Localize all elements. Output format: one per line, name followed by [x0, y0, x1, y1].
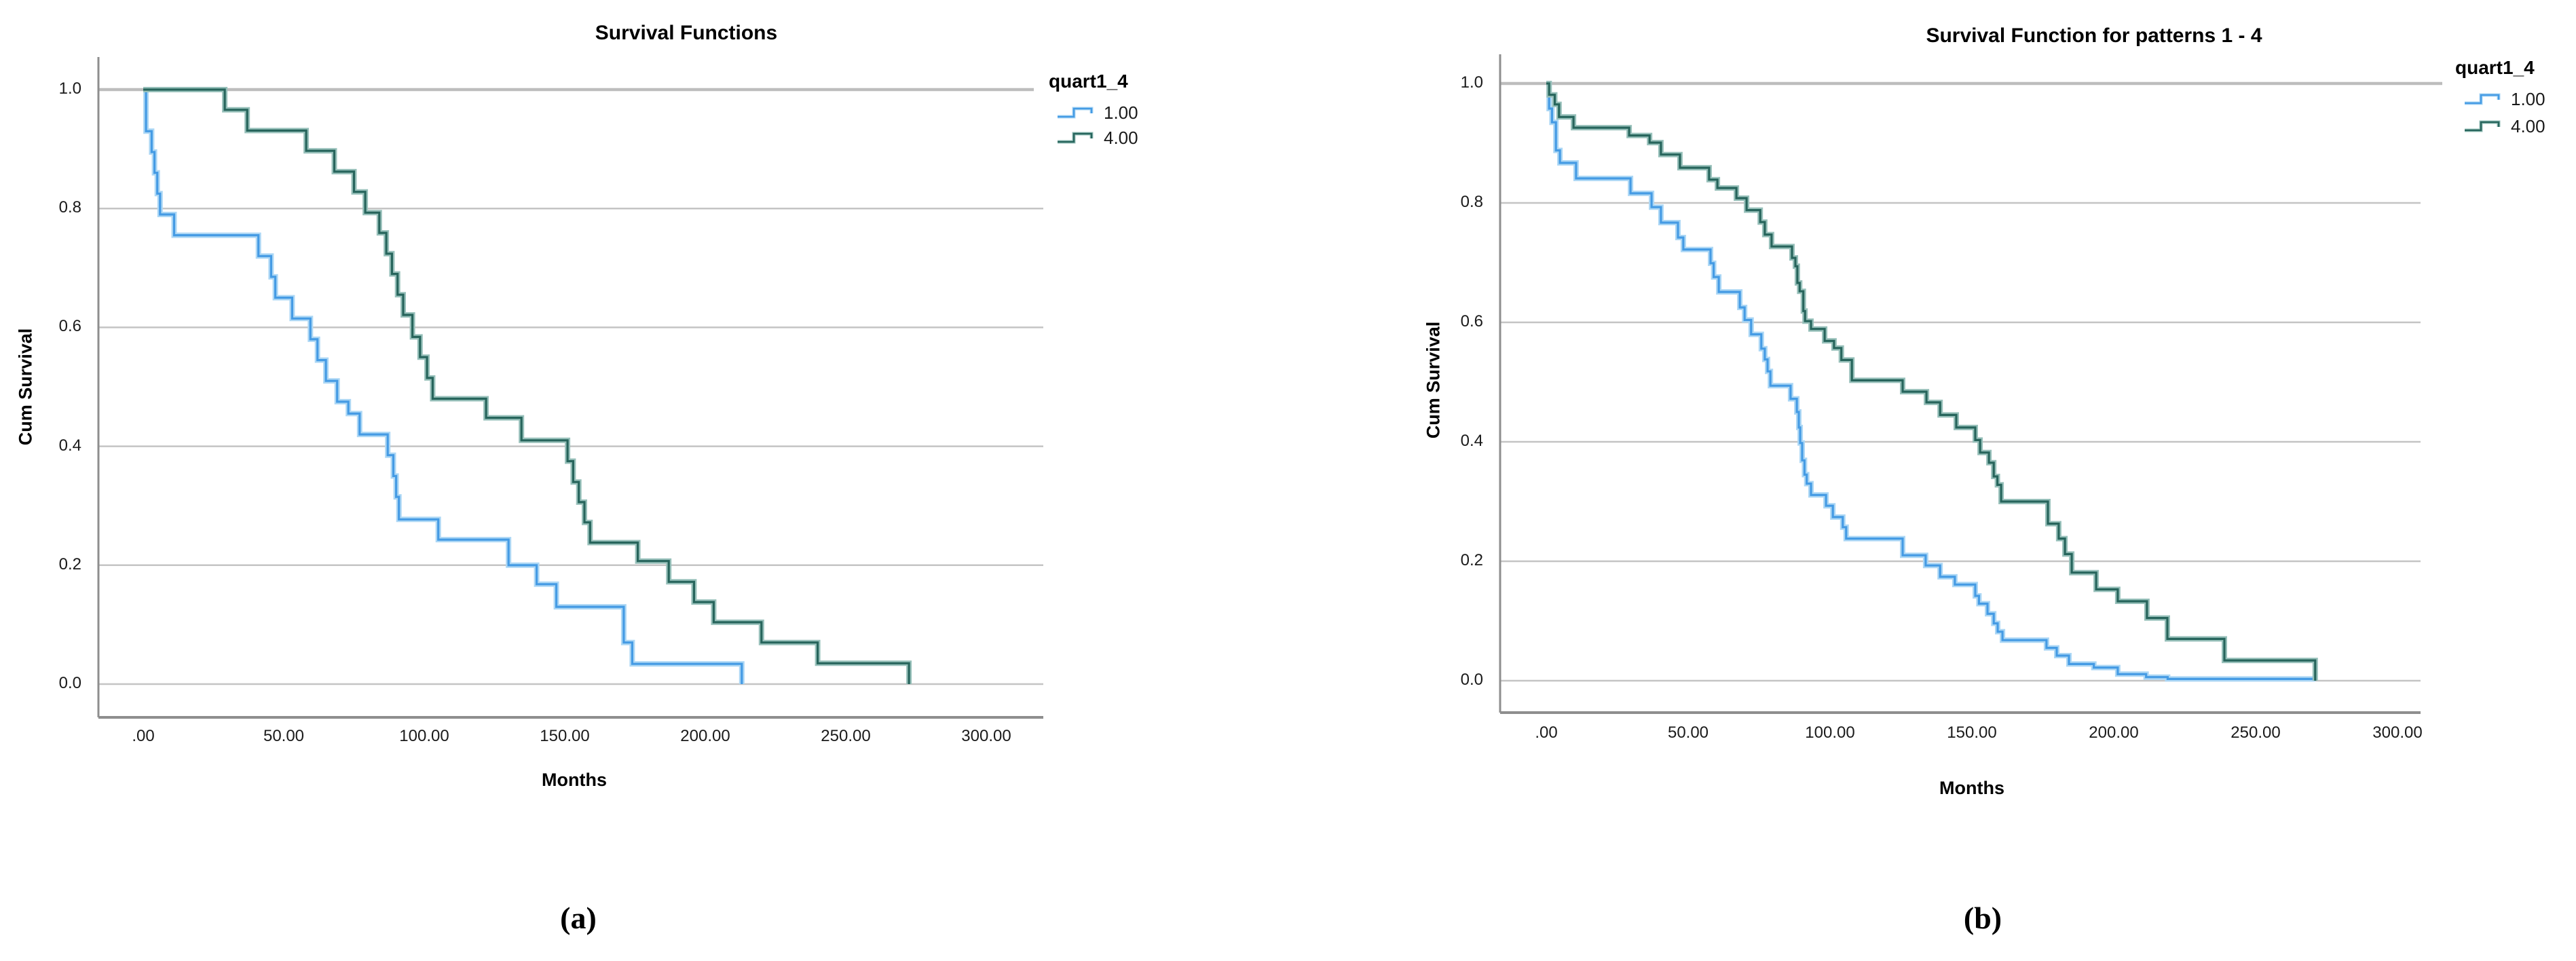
survival-curve-1.00 [143, 88, 743, 684]
x-tick-label-150.00: 150.00 [540, 727, 590, 745]
x-tick-label-200.00: 200.00 [2089, 723, 2139, 742]
chart-a-x-axis-title: Months [542, 770, 607, 790]
chart-b-x-axis-title: Months [1939, 778, 2004, 798]
survival-curve-halo-4.00 [1546, 81, 2318, 681]
x-tick-label-200.00: 200.00 [680, 727, 730, 745]
x-tick-label-.00: .00 [1535, 723, 1558, 742]
legend-step-glyph-4.00 [1058, 132, 1094, 144]
y-tick-label-0.8: 0.8 [58, 198, 81, 217]
legend-step-glyph-stroke [2465, 121, 2500, 132]
y-tick-label-0.4: 0.4 [58, 436, 81, 455]
chart-a-y-axis-title: Cum Survival [15, 328, 36, 446]
chart-a-legend-title: quart1_4 [1049, 71, 1128, 92]
y-tick-label-0.6: 0.6 [58, 317, 81, 336]
y-tick-label-0.4: 0.4 [1460, 432, 1483, 450]
survival-curve-4.00 [1546, 82, 2317, 681]
legend-step-glyph-4.00 [2465, 120, 2501, 132]
legend-item-4.00: 4.00 [1056, 128, 1138, 148]
chart-b-caption: (b) [1963, 901, 2002, 935]
x-tick-label-.00: .00 [132, 727, 155, 745]
legend-step-glyph-1.00 [2465, 93, 2501, 105]
survival-curve-halo-1.00 [143, 87, 745, 684]
y-tick-label-1.0: 1.0 [1460, 73, 1483, 92]
legend-item-4.00: 4.00 [2463, 115, 2545, 136]
y-tick-label-0.2: 0.2 [58, 554, 81, 573]
chart-b-y-axis-title: Cum Survival [1423, 321, 1444, 439]
y-tick-label-0.0: 0.0 [1460, 671, 1483, 689]
legend-step-glyph-stroke [2465, 94, 2500, 105]
y-tick-label-0.6: 0.6 [1460, 312, 1483, 331]
y-tick-label-1.0: 1.0 [58, 79, 81, 98]
x-tick-label-50.00: 50.00 [263, 727, 305, 745]
survival-curve-1.00 [1546, 82, 2315, 680]
x-tick-label-300.00: 300.00 [961, 727, 1011, 745]
y-tick-label-0.8: 0.8 [1460, 193, 1483, 211]
x-tick-label-100.00: 100.00 [399, 727, 449, 745]
legend-item-label: 4.00 [1104, 127, 1138, 148]
chart-a-caption: (a) [560, 901, 597, 935]
x-tick-label-250.00: 250.00 [821, 727, 871, 745]
survival-curve-4.00 [143, 88, 910, 684]
x-tick-label-250.00: 250.00 [2230, 723, 2281, 742]
y-tick-label-0.0: 0.0 [58, 674, 81, 692]
y-tick-label-0.2: 0.2 [1460, 551, 1483, 569]
survival-curve-halo-1.00 [1546, 81, 2315, 682]
chart-b-title: Survival Function for patterns 1 - 4 [1926, 24, 2262, 47]
legend-item-1.00: 1.00 [1056, 102, 1138, 123]
legend-item-label: 4.00 [2511, 115, 2545, 136]
x-tick-label-50.00: 50.00 [1667, 723, 1709, 742]
legend-item-label: 1.00 [1104, 102, 1138, 123]
chart-b-legend-title: quart1_4 [2455, 57, 2535, 78]
legend-step-glyph-stroke [1058, 132, 1093, 143]
x-tick-label-300.00: 300.00 [2372, 723, 2423, 742]
legend-step-glyph-stroke [1058, 107, 1093, 118]
legend-step-glyph-1.00 [1058, 107, 1094, 119]
x-tick-label-100.00: 100.00 [1805, 723, 1855, 742]
legend-item-1.00: 1.00 [2463, 88, 2545, 109]
chart-a-title: Survival Functions [595, 22, 778, 44]
survival-curve-halo-4.00 [143, 87, 912, 684]
legend-item-label: 1.00 [2511, 88, 2545, 109]
x-tick-label-150.00: 150.00 [1947, 723, 1997, 742]
